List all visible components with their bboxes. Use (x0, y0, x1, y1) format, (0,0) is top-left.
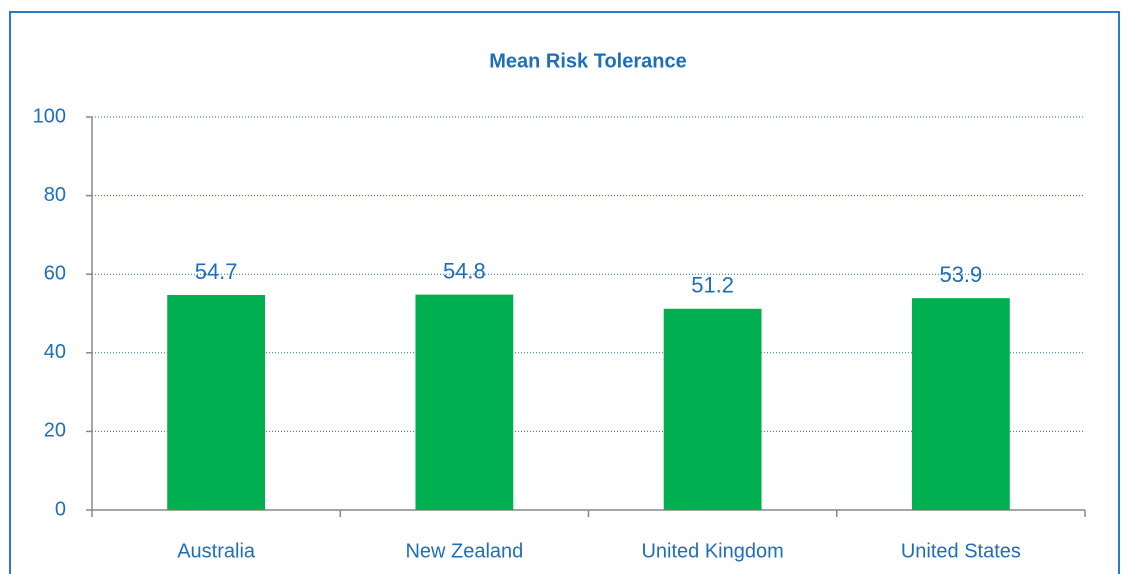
data-label: 54.8 (443, 258, 486, 283)
chart-title: Mean Risk Tolerance (489, 50, 686, 72)
x-tick-label: Australia (177, 540, 256, 562)
x-tick-label: New Zealand (405, 540, 523, 562)
y-tick-label: 20 (44, 420, 66, 442)
y-tick-label: 0 (55, 498, 66, 520)
y-tick-label: 40 (44, 341, 66, 363)
y-tick-label: 80 (44, 184, 66, 206)
bar (167, 295, 266, 510)
x-tick-label: United Kingdom (641, 540, 783, 562)
y-tick-label: 60 (44, 262, 66, 284)
data-label: 51.2 (691, 273, 734, 298)
bar (415, 294, 514, 510)
x-tick-label: United States (901, 540, 1021, 562)
data-label: 54.7 (195, 259, 238, 284)
data-label: 53.9 (939, 262, 982, 287)
bar (663, 308, 762, 510)
y-tick-label: 100 (33, 105, 66, 127)
bar (911, 298, 1010, 510)
